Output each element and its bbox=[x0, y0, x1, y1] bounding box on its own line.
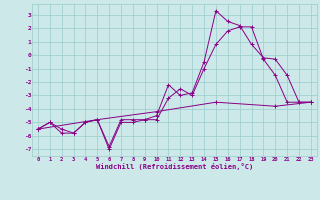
X-axis label: Windchill (Refroidissement éolien,°C): Windchill (Refroidissement éolien,°C) bbox=[96, 163, 253, 170]
